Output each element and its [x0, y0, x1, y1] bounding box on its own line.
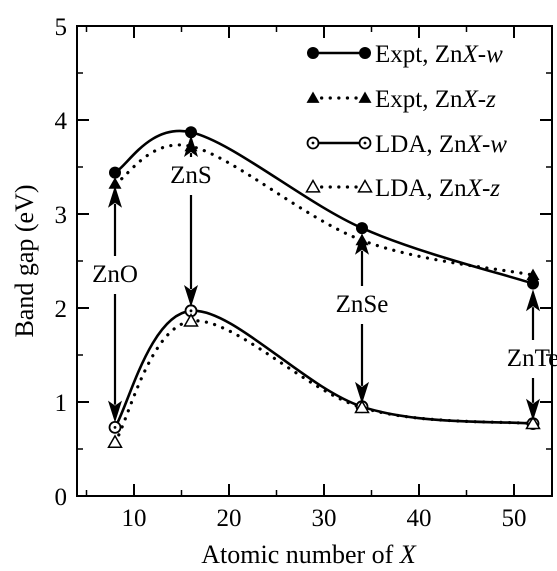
annotation-zns: ZnS	[166, 135, 216, 308]
annotation-znte: ZnTe	[502, 289, 557, 421]
x-axis-title: Atomic number of X	[201, 540, 417, 569]
series-3-point-1-dot	[113, 425, 117, 429]
series-4-line	[113, 319, 535, 445]
x-tick-label: 50	[502, 505, 527, 532]
x-tick-label: 30	[312, 505, 337, 532]
arrow-up-head	[355, 232, 369, 255]
series-1-point-3	[356, 222, 368, 235]
arrow-down-head	[108, 400, 122, 423]
legend-marker-right	[358, 91, 372, 103]
arrow-down-head	[526, 398, 540, 421]
x-tick-label: 10	[122, 505, 147, 532]
series-2	[108, 139, 540, 280]
annotation-zno: ZnO	[90, 185, 140, 423]
y-axis-title: Band gap (eV)	[10, 184, 39, 337]
annotation-znse: ZnSe	[331, 232, 393, 404]
legend-label: LDA, ZnX-w	[375, 131, 507, 158]
series-3-point-1	[108, 420, 122, 434]
y-tick-label: 5	[55, 14, 68, 41]
series-3-line	[113, 309, 534, 429]
legend-label: Expt, ZnX-w	[375, 41, 503, 68]
y-tick-label: 4	[55, 108, 68, 135]
legend-marker-left	[307, 47, 319, 59]
legend-marker-right-dot	[363, 141, 367, 145]
series-2-point-1	[108, 177, 122, 189]
legend-entry-2: Expt, ZnX-z	[306, 86, 496, 113]
series-2-point-4	[526, 268, 540, 280]
arrow-up-head	[526, 289, 540, 312]
arrow-down-head	[355, 381, 369, 404]
legend-entry-1: Expt, ZnX-w	[307, 41, 503, 68]
y-tick-label: 3	[55, 202, 68, 229]
x-tick-label: 20	[217, 505, 242, 532]
legend-marker-right	[359, 47, 371, 59]
series-1-point-2	[185, 126, 197, 139]
legend-entry-3: LDA, ZnX-w	[306, 131, 507, 158]
series-4-point-4	[525, 415, 541, 430]
series-3-point-2-dot	[189, 309, 193, 313]
y-tick-label: 2	[55, 296, 68, 323]
legend-marker-left	[305, 178, 321, 193]
annotation-label: ZnSe	[336, 291, 389, 318]
legend-marker-left	[306, 136, 320, 150]
arrow-down-head	[184, 285, 198, 308]
legend-marker-right	[357, 178, 373, 193]
axes-layer: 10 20 30 40 50 0 1 2 3 4 5 Atomic number of X Band g…	[10, 14, 553, 569]
series-4-point-1	[107, 434, 123, 449]
series-2-line	[113, 143, 535, 277]
label-backdrop	[166, 161, 216, 191]
legend: Expt, ZnX-w Expt, ZnX-z LDA, ZnX-w LDA, ZnX…	[305, 41, 507, 202]
legend-marker-right	[358, 136, 372, 150]
label-backdrop	[502, 344, 557, 374]
series-layer	[107, 126, 541, 449]
y-tick-label: 0	[55, 484, 68, 511]
legend-label: LDA, ZnX-z	[375, 175, 500, 202]
annotation-label: ZnO	[92, 261, 138, 288]
arrow-up-head	[108, 185, 122, 208]
legend-marker-left-dot	[311, 141, 315, 145]
series-4-point-3	[354, 399, 370, 414]
annotation-layer: ZnO ZnS ZnSe ZnTe	[90, 135, 557, 423]
label-backdrop	[331, 290, 393, 320]
series-1-point-4	[527, 277, 539, 290]
legend-label: Expt, ZnX-z	[375, 86, 496, 113]
arrow-up-head	[184, 135, 198, 158]
legend-entry-4: LDA, ZnX-z	[305, 175, 500, 202]
annotation-label: ZnS	[170, 162, 212, 189]
series-4	[107, 313, 541, 449]
annotation-label: ZnTe	[507, 345, 557, 372]
y-tick-label: 1	[55, 390, 68, 417]
legend-marker-left	[306, 91, 320, 103]
series-1-point-1	[109, 166, 121, 179]
series-4-point-2	[183, 313, 199, 327]
series-3	[108, 304, 540, 434]
x-tick-label: 40	[407, 505, 432, 532]
label-backdrop	[90, 260, 140, 290]
